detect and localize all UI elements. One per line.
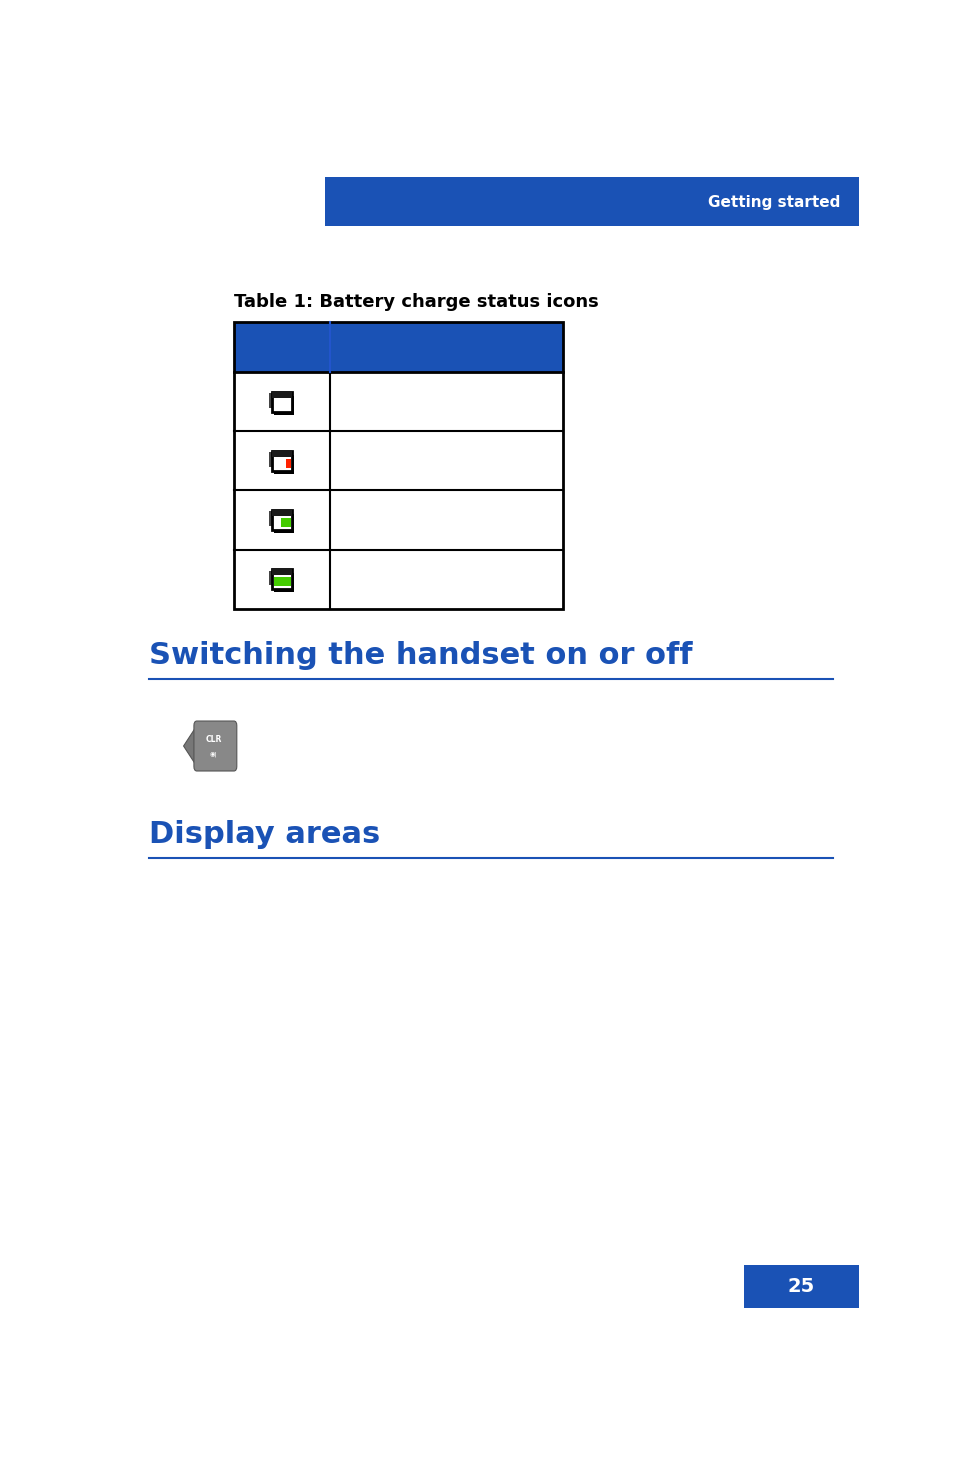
Bar: [269, 512, 272, 527]
Bar: [272, 391, 292, 398]
Bar: [272, 392, 292, 412]
Bar: [274, 395, 294, 414]
Bar: [274, 454, 294, 473]
Bar: [233, 491, 562, 550]
FancyBboxPatch shape: [193, 721, 236, 771]
Text: Getting started: Getting started: [707, 195, 840, 209]
Bar: [233, 431, 562, 491]
Bar: [324, 177, 858, 226]
Text: Table 1: Battery charge status icons: Table 1: Battery charge status icons: [233, 294, 598, 311]
Bar: [272, 451, 292, 471]
Bar: [274, 513, 294, 532]
Bar: [269, 453, 272, 468]
Polygon shape: [183, 726, 196, 767]
Text: ◉|: ◉|: [210, 751, 217, 757]
Bar: [286, 459, 291, 469]
Bar: [272, 569, 292, 589]
Text: CLR: CLR: [206, 735, 222, 743]
Bar: [233, 323, 562, 372]
Bar: [269, 394, 272, 409]
Bar: [274, 572, 294, 591]
Bar: [272, 509, 292, 516]
Text: Display areas: Display areas: [149, 820, 379, 850]
Bar: [274, 577, 291, 587]
Bar: [272, 510, 292, 530]
Bar: [281, 518, 291, 528]
Text: 25: 25: [786, 1277, 814, 1297]
Bar: [743, 1266, 858, 1308]
Bar: [269, 571, 272, 586]
Bar: [272, 450, 292, 457]
Bar: [233, 550, 562, 609]
Bar: [272, 568, 292, 575]
Text: Switching the handset on or off: Switching the handset on or off: [149, 642, 692, 670]
Bar: [233, 372, 562, 431]
